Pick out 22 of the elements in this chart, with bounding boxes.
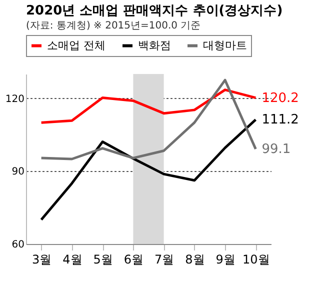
- x-tick-label: 6월: [124, 252, 144, 266]
- data-label: 99.1: [262, 142, 291, 158]
- data-label: 111.2: [262, 112, 299, 128]
- legend-label: 대형마트: [203, 38, 247, 52]
- line-series: [40, 118, 257, 221]
- legend-label: 백화점: [138, 38, 171, 52]
- line-series: [40, 88, 257, 124]
- y-tick-label: 120: [5, 94, 24, 105]
- x-tick-label: 5월: [93, 252, 113, 266]
- data-label: 120.2: [262, 90, 299, 106]
- y-tick-label: 60: [12, 240, 24, 250]
- legend-label: 소매업 전체: [47, 38, 106, 52]
- y-tick-label: 90: [12, 166, 24, 178]
- x-tick-label: 10월: [242, 252, 270, 266]
- chart-subtitle: (자료: 통계청) ※ 2015년=100.0 기준: [26, 20, 201, 32]
- x-tick-label: 8월: [185, 252, 205, 266]
- line-series: [40, 78, 257, 160]
- x-tick-label: 3월: [32, 252, 52, 266]
- x-tick-label: 4월: [62, 252, 82, 266]
- x-tick-label: 7월: [154, 252, 174, 266]
- chart-title: 2020년 소매업 판매액지수 추이(경상지수): [26, 4, 283, 18]
- x-tick-label: 9월: [216, 252, 236, 266]
